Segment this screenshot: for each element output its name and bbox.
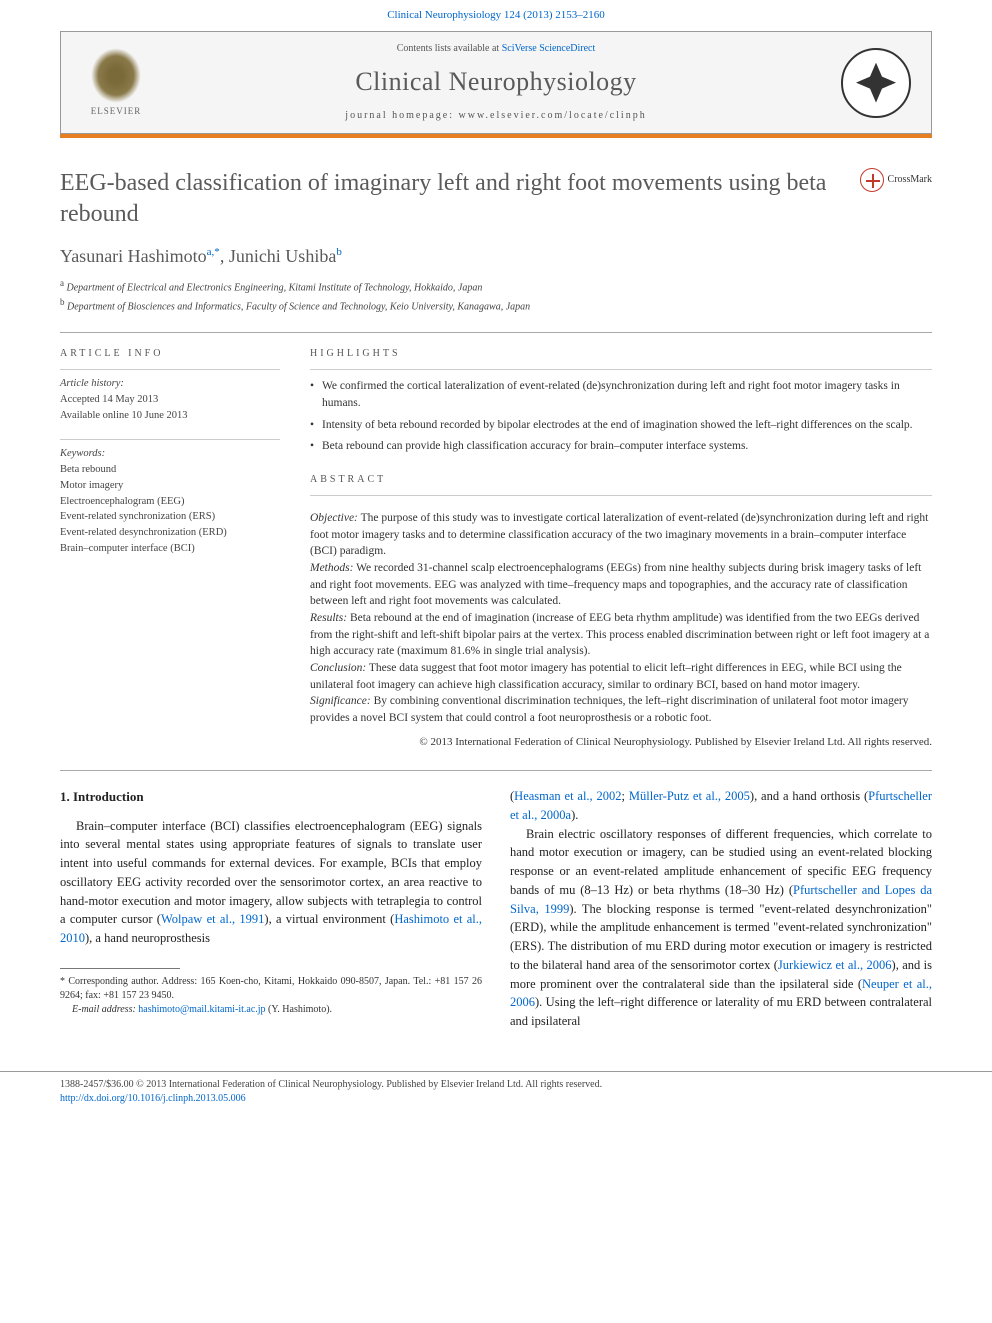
highlights-abstract-col: HIGHLIGHTS We confirmed the cortical lat… (310, 347, 932, 750)
conclusion-text: These data suggest that foot motor image… (310, 662, 902, 691)
footer-bar: 1388-2457/$36.00 © 2013 International Fe… (0, 1071, 992, 1118)
keywords-label: Keywords: (60, 446, 280, 462)
body-text: Brain–computer interface (BCI) classifie… (60, 819, 482, 927)
journal-logo-inner (856, 63, 896, 103)
homepage-url[interactable]: www.elsevier.com/locate/clinph (459, 110, 647, 121)
highlights-divider (310, 369, 932, 370)
divider-1 (60, 332, 932, 333)
body-text: ), a virtual environment ( (264, 912, 394, 926)
corresponding-label: * Corresponding author. (60, 976, 159, 987)
body-text: ), a hand neuroprosthesis (85, 931, 210, 945)
highlight-item: We confirmed the cortical lateralization… (310, 378, 932, 413)
body-text: ; (622, 789, 629, 803)
journal-name: Clinical Neurophysiology (151, 64, 841, 100)
body-paragraph: Brain–computer interface (BCI) classifie… (60, 817, 482, 948)
keyword: Event-related desynchronization (ERD) (60, 525, 280, 541)
abstract-label: ABSTRACT (310, 473, 932, 487)
divider-2 (60, 770, 932, 771)
citation-link[interactable]: Jurkiewicz et al., 2006 (778, 958, 892, 972)
citation-link[interactable]: Heasman et al., 2002 (514, 789, 621, 803)
homepage-line: journal homepage: www.elsevier.com/locat… (151, 109, 841, 123)
author-2[interactable]: Junichi Ushiba (229, 246, 337, 266)
article-title: EEG-based classification of imaginary le… (60, 168, 860, 230)
crossmark-badge[interactable]: CrossMark (860, 168, 932, 192)
body-paragraph: Brain electric oscillatory responses of … (510, 825, 932, 1031)
sciencedirect-link[interactable]: SciVerse ScienceDirect (502, 43, 596, 54)
elsevier-logo[interactable]: ELSEVIER (81, 43, 151, 123)
contents-line: Contents lists available at SciVerse Sci… (151, 42, 841, 56)
affiliation-a: Department of Electrical and Electronics… (67, 283, 483, 294)
homepage-prefix: journal homepage: (345, 110, 458, 121)
body-col-left: 1. Introduction Brain–computer interface… (60, 787, 482, 1031)
citation-header: Clinical Neurophysiology 124 (2013) 2153… (0, 0, 992, 27)
journal-logo-icon (841, 48, 911, 118)
affiliation-b: Department of Biosciences and Informatic… (67, 301, 530, 312)
contents-prefix: Contents lists available at (397, 43, 502, 54)
article-history: Article history: Accepted 14 May 2013 Av… (60, 376, 280, 423)
crossmark-icon (860, 168, 884, 192)
section-number: 1. (60, 789, 70, 804)
footer-issn: 1388-2457/$36.00 © 2013 International Fe… (60, 1078, 932, 1092)
email-label: E-mail address: (72, 1004, 136, 1015)
objective-label: Objective: (310, 512, 358, 524)
elsevier-label: ELSEVIER (91, 105, 142, 118)
info-divider (60, 369, 280, 370)
highlights-list: We confirmed the cortical lateralization… (310, 378, 932, 455)
authors: Yasunari Hashimotoa,*, Junichi Ushibab (60, 244, 932, 269)
keywords-block: Keywords: Beta rebound Motor imagery Ele… (60, 446, 280, 556)
keyword: Motor imagery (60, 478, 280, 494)
footnote-separator (60, 968, 180, 969)
body-paragraph: (Heasman et al., 2002; Müller-Putz et al… (510, 787, 932, 825)
highlight-item: Intensity of beta rebound recorded by bi… (310, 417, 932, 434)
highlight-item: Beta rebound can provide high classifica… (310, 438, 932, 455)
article-info-col: ARTICLE INFO Article history: Accepted 1… (60, 347, 280, 750)
author-2-sup: b (336, 246, 342, 258)
doi-link[interactable]: http://dx.doi.org/10.1016/j.clinph.2013.… (60, 1093, 246, 1104)
results-text: Beta rebound at the end of imagination (… (310, 612, 929, 657)
title-row: EEG-based classification of imaginary le… (60, 168, 932, 230)
body-text: ). (571, 808, 578, 822)
history-label: Article history: (60, 376, 280, 392)
citation-link[interactable]: Wolpaw et al., 1991 (161, 912, 264, 926)
highlights-label: HIGHLIGHTS (310, 347, 932, 361)
keyword: Beta rebound (60, 462, 280, 478)
keyword: Electroencephalogram (EEG) (60, 494, 280, 510)
significance-label: Significance: (310, 695, 371, 707)
author-1-sup: a,* (207, 246, 220, 258)
affiliations: a Department of Electrical and Electroni… (60, 277, 932, 314)
article-content: EEG-based classification of imaginary le… (0, 138, 992, 1051)
keyword: Event-related synchronization (ERS) (60, 509, 280, 525)
article-info-label: ARTICLE INFO (60, 347, 280, 361)
online-date: Available online 10 June 2013 (60, 408, 280, 424)
abstract-divider (310, 495, 932, 496)
body-col-right: (Heasman et al., 2002; Müller-Putz et al… (510, 787, 932, 1031)
significance-text: By combining conventional discrimination… (310, 695, 909, 724)
methods-label: Methods: (310, 562, 353, 574)
accepted-date: Accepted 14 May 2013 (60, 392, 280, 408)
info-abstract-row: ARTICLE INFO Article history: Accepted 1… (60, 347, 932, 750)
email-attribution: (Y. Hashimoto). (268, 1004, 332, 1015)
footnotes: * Corresponding author. Address: 165 Koe… (60, 975, 482, 1017)
methods-text: We recorded 31-channel scalp electroence… (310, 562, 921, 607)
section-heading: 1. Introduction (60, 787, 482, 807)
email-link[interactable]: hashimoto@mail.kitami-it.ac.jp (138, 1004, 265, 1015)
journal-header-box: ELSEVIER Contents lists available at Sci… (60, 31, 932, 133)
keywords-divider (60, 439, 280, 440)
crossmark-label: CrossMark (888, 173, 932, 187)
elsevier-tree-icon (91, 48, 141, 103)
body-text: ), and a hand orthosis ( (750, 789, 868, 803)
header-center: Contents lists available at SciVerse Sci… (151, 42, 841, 122)
body-text: ). Using the left–right difference or la… (510, 995, 932, 1028)
author-1[interactable]: Yasunari Hashimoto (60, 246, 207, 266)
citation-link[interactable]: Müller-Putz et al., 2005 (629, 789, 750, 803)
results-label: Results: (310, 612, 347, 624)
objective-text: The purpose of this study was to investi… (310, 512, 928, 557)
body-columns: 1. Introduction Brain–computer interface… (60, 787, 932, 1031)
abstract-copyright: © 2013 International Federation of Clini… (310, 735, 932, 750)
citation-text[interactable]: Clinical Neurophysiology 124 (2013) 2153… (387, 9, 605, 21)
section-title: Introduction (73, 789, 144, 804)
keyword: Brain–computer interface (BCI) (60, 541, 280, 557)
conclusion-label: Conclusion: (310, 662, 366, 674)
abstract-text: Objective: The purpose of this study was… (310, 510, 932, 727)
